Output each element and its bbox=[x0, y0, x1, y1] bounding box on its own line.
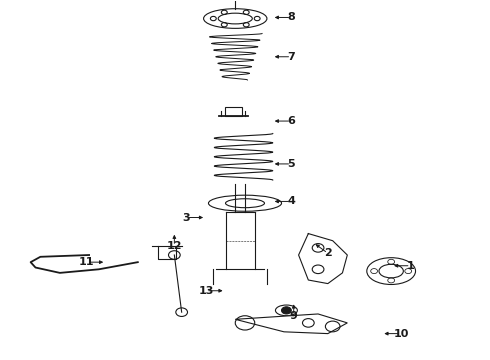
Text: 5: 5 bbox=[288, 159, 295, 169]
Polygon shape bbox=[235, 314, 347, 334]
Text: 9: 9 bbox=[290, 311, 297, 321]
Text: 7: 7 bbox=[288, 52, 295, 62]
Text: 6: 6 bbox=[287, 116, 295, 126]
Text: 2: 2 bbox=[324, 248, 332, 258]
Text: 4: 4 bbox=[287, 197, 295, 206]
Text: 10: 10 bbox=[393, 329, 409, 339]
Text: 11: 11 bbox=[79, 257, 95, 267]
Text: 3: 3 bbox=[183, 212, 190, 222]
Text: 8: 8 bbox=[288, 13, 295, 22]
Text: 12: 12 bbox=[167, 241, 182, 251]
Text: 13: 13 bbox=[198, 286, 214, 296]
Circle shape bbox=[282, 307, 291, 314]
Text: 1: 1 bbox=[407, 261, 415, 271]
